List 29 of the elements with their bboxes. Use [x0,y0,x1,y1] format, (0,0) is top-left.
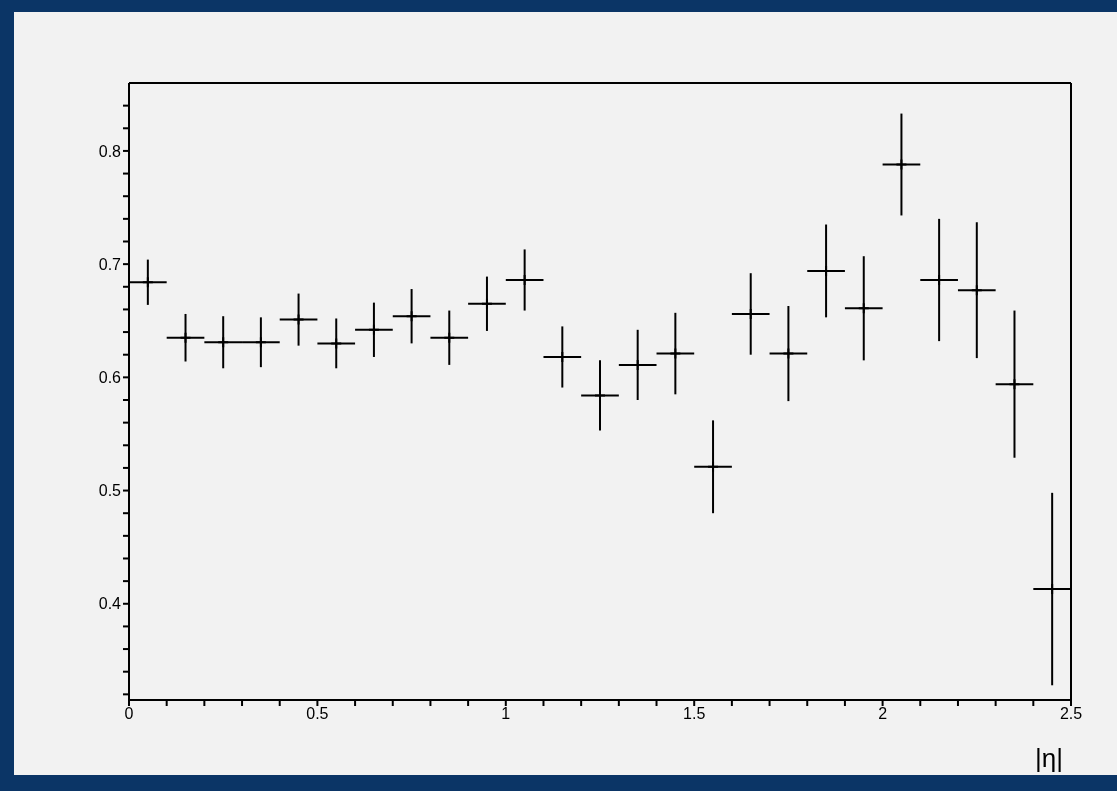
point [708,461,719,472]
point [896,159,907,170]
y-tick-label: 0.5 [98,482,122,500]
point [444,332,455,343]
point [858,303,869,314]
y-tick-label: 0.7 [98,255,122,273]
point [783,348,794,359]
x-tick-label: 0 [124,705,134,723]
x-tick-label: 2.5 [1059,705,1083,723]
y-tick-label: 0.4 [98,595,122,613]
point [293,314,304,325]
point [180,332,191,343]
point [670,348,681,359]
x-tick-label: 1.5 [683,705,706,723]
y-tick-label: 0.6 [98,369,122,387]
x-axis-title: |η| [1035,743,1063,773]
point [255,337,266,348]
x-tick-label: 0.5 [306,705,329,723]
point [331,338,342,349]
x-tick-label: 2 [878,705,888,723]
point [368,324,379,335]
point [1009,379,1020,390]
point [971,285,982,296]
point [142,277,153,288]
point [406,311,417,322]
point [218,337,229,348]
x-tick-label: 1 [501,705,511,723]
point [481,298,492,309]
y-tick-label: 0.8 [98,142,122,160]
